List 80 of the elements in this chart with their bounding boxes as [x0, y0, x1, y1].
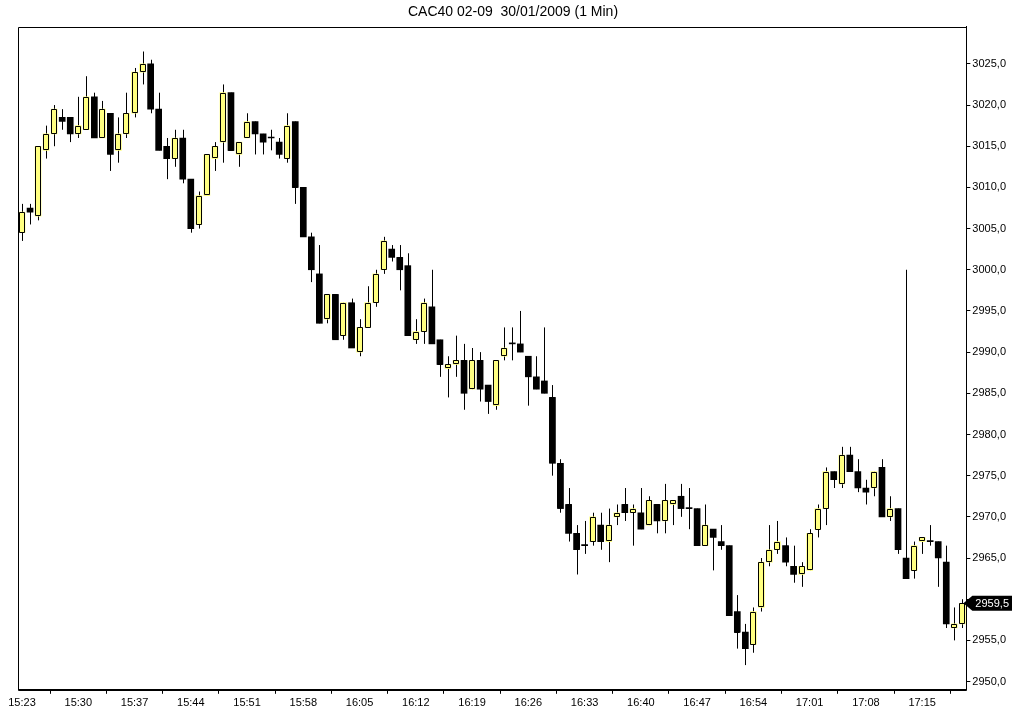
candlestick [468, 347, 476, 390]
x-tick-label: 16:54 [739, 696, 768, 709]
candlestick [862, 479, 870, 505]
x-tick-label: 16:19 [458, 696, 486, 709]
x-tick-label: 15:44 [177, 696, 205, 709]
candlestick [58, 108, 66, 131]
candlestick [420, 298, 428, 345]
candlestick [500, 326, 508, 361]
candlestick [637, 487, 645, 530]
y-tick-label: 3025,0 [972, 56, 1007, 69]
x-tick-label: 17:01 [795, 696, 824, 709]
candlestick [645, 495, 653, 526]
x-tick-label: 16:33 [570, 696, 599, 709]
candlestick [870, 471, 878, 497]
x-tick-label: 15:51 [233, 696, 261, 709]
y-tick-label: 3020,0 [972, 98, 1007, 111]
candlestick [259, 133, 267, 155]
candlestick [203, 154, 211, 196]
candlestick [516, 310, 524, 353]
y-tick-label: 2955,0 [972, 633, 1007, 646]
y-tick-label: 2985,0 [972, 386, 1007, 399]
x-tick-label: 16:47 [683, 696, 711, 709]
candlestick [661, 483, 669, 534]
candlestick [219, 83, 227, 164]
y-tick-label: 2995,0 [972, 303, 1007, 316]
candlestick [452, 335, 460, 378]
x-tick-label: 16:40 [627, 696, 655, 709]
candlestick [886, 495, 894, 522]
candlestick [790, 545, 797, 584]
candlestick [621, 487, 629, 522]
candlestick [50, 104, 58, 147]
candlestick [428, 269, 436, 345]
candlestick [42, 125, 50, 160]
candlestick [436, 339, 444, 378]
y-tick-label: 2975,0 [972, 468, 1007, 481]
candlestick [782, 536, 789, 567]
candlestick [910, 541, 918, 580]
x-tick-label: 17:15 [908, 696, 936, 709]
chart-title: CAC40 02-09 30/01/2009 (1 Min) [407, 3, 619, 20]
y-tick-label: 2970,0 [972, 509, 1007, 522]
y-tick-label: 3015,0 [972, 139, 1007, 152]
candlestick [677, 483, 685, 518]
candlestick [950, 606, 958, 641]
x-tick-label: 16:26 [514, 696, 543, 709]
candlestick [492, 359, 500, 411]
candlestick [460, 343, 468, 411]
candlestick [476, 351, 484, 403]
y-tick-label: 2950,0 [972, 674, 1007, 687]
candlestick [709, 528, 717, 571]
x-tick-label: 16:12 [402, 696, 430, 709]
candlestick [34, 145, 42, 221]
candlestick [412, 318, 420, 345]
y-tick-label: 3005,0 [972, 221, 1007, 234]
text: 2959,5 [975, 597, 1010, 610]
candlestick [26, 203, 34, 225]
candlestick [243, 112, 251, 139]
x-tick-label: 15:23 [8, 696, 36, 709]
y-tick-label: 3010,0 [972, 180, 1007, 193]
candlestick [525, 355, 532, 407]
y-tick-label: 2980,0 [972, 427, 1007, 440]
candlestick [854, 458, 862, 493]
candlestick [195, 191, 203, 230]
candlestick [701, 503, 709, 547]
candlestick [653, 503, 661, 534]
x-tick-label: 15:30 [64, 696, 93, 709]
candlestick [211, 141, 219, 172]
candlestick [484, 384, 492, 415]
candlestick [444, 355, 452, 398]
y-tick-label: 2990,0 [972, 345, 1007, 358]
y-tick-label: 2965,0 [972, 551, 1007, 564]
candlestick [235, 141, 243, 168]
candlestick [902, 269, 910, 580]
x-tick-label: 17:08 [852, 696, 880, 709]
x-tick-label: 15:37 [120, 696, 149, 709]
candlestick [251, 121, 259, 155]
candlestick [669, 499, 677, 526]
candlestick [758, 557, 765, 613]
y-tick-label: 3000,0 [972, 262, 1007, 275]
x-tick-label: 15:58 [289, 696, 318, 709]
x-tick-label: 16:05 [345, 696, 374, 709]
